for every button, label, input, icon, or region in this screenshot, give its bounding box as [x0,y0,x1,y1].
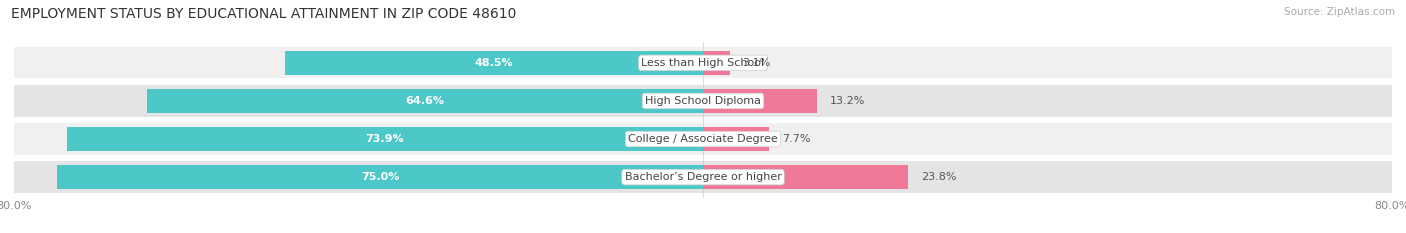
Bar [58,165,703,189]
Bar [14,47,1392,79]
Bar [703,127,769,151]
Text: Bachelor’s Degree or higher: Bachelor’s Degree or higher [624,172,782,182]
Bar [703,89,817,113]
Text: 13.2%: 13.2% [830,96,865,106]
Text: EMPLOYMENT STATUS BY EDUCATIONAL ATTAINMENT IN ZIP CODE 48610: EMPLOYMENT STATUS BY EDUCATIONAL ATTAINM… [11,7,516,21]
Text: Less than High School: Less than High School [641,58,765,68]
Text: College / Associate Degree: College / Associate Degree [628,134,778,144]
Bar [14,161,1392,193]
Text: Source: ZipAtlas.com: Source: ZipAtlas.com [1284,7,1395,17]
Text: 7.7%: 7.7% [782,134,811,144]
Text: 64.6%: 64.6% [405,96,444,106]
Bar [14,123,1392,155]
Bar [146,89,703,113]
Bar [14,85,1392,116]
Text: 75.0%: 75.0% [361,172,399,182]
Bar [703,165,908,189]
Bar [285,51,703,75]
Bar [66,127,703,151]
Text: High School Diploma: High School Diploma [645,96,761,106]
Text: 23.8%: 23.8% [921,172,956,182]
Text: 3.1%: 3.1% [742,58,770,68]
Text: 48.5%: 48.5% [475,58,513,68]
Text: 73.9%: 73.9% [366,134,404,144]
Bar [703,51,730,75]
